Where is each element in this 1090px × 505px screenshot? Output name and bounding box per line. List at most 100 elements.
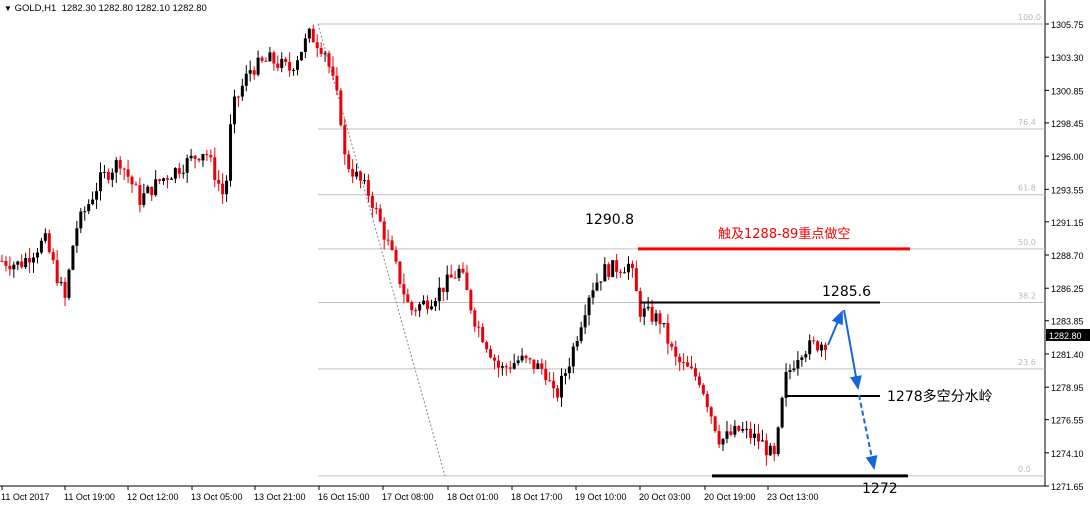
candle-body [264,60,268,62]
candle-body [288,61,292,71]
current-price-label: 1282.80 [1049,331,1082,341]
candle-body [24,258,28,268]
candle-body [512,363,516,369]
candle-body [343,125,347,155]
dashed-down-arrow [858,394,878,470]
annotation-1272: 1272 [862,481,898,497]
candle-body [201,154,205,161]
candle-body [386,239,390,241]
candle-body [20,261,24,268]
triangle-down-icon[interactable]: ▼ [4,4,12,13]
candle-body [0,260,4,262]
candle-body [299,51,303,61]
candle-body [753,433,757,438]
candle-body [118,160,122,169]
candle-body [559,375,563,398]
candle-body [654,313,658,322]
candle-body [650,306,654,322]
candle-body [725,431,729,439]
candle-body [347,154,351,170]
candle-body [114,160,118,173]
y-tick-label: 1300.85 [1051,86,1084,96]
y-tick-label: 1281.40 [1051,350,1084,360]
candle-body [362,180,366,182]
candle-body [426,300,430,310]
candle-body [106,171,110,180]
annotation-short-zone: 触及1288-89重点做空 [718,226,850,242]
candle-body [721,438,725,445]
candle-body [189,155,193,159]
x-tick-label: 11 Oct 2017 [1,492,49,502]
fib-level-label: 61.8 [1018,184,1036,193]
candle-body [150,186,154,196]
candle-body [473,310,477,327]
candle-body [705,393,709,408]
candle-body [808,340,812,355]
candle-body [437,287,441,302]
candle-body [477,326,481,328]
candle-body [209,155,213,158]
candle-body [496,360,500,368]
candle-body [95,191,99,200]
candle-body [591,290,595,298]
candle-body [764,440,768,456]
candle-body [441,287,445,292]
candle-body [457,268,461,278]
candle-body [366,180,370,196]
candle-body [59,281,63,284]
x-tick-label: 20 Oct 19:00 [704,492,756,502]
candle-body [717,431,721,445]
y-tick-label: 1283.85 [1051,317,1084,327]
candle-body [311,28,315,43]
candle-body [662,323,666,325]
candle-body [453,277,457,279]
candle-body [567,366,571,374]
candle-body [615,260,619,272]
x-tick-label: 18 Oct 17:00 [511,492,563,502]
candle-body [433,301,437,307]
candle-body [489,349,493,358]
y-tick-label: 1303.30 [1051,53,1084,63]
candle-body [292,69,296,71]
x-tick-label: 16 Oct 15:00 [318,492,370,502]
x-tick-label: 12 Oct 12:00 [127,492,179,502]
candle-body [406,294,410,303]
candle-body [102,171,106,173]
candle-body [142,193,146,205]
candle-body [197,158,201,161]
candle-body [429,306,433,310]
candle-body [595,282,599,291]
candle-body [158,179,162,181]
candle-body [701,384,705,394]
candle-body [544,368,548,381]
candle-body [232,96,236,125]
y-tick-label: 1274.10 [1051,449,1084,459]
candle-body [35,252,39,258]
annotation-high: 1290.8 [585,212,634,228]
candle-body [382,221,386,240]
y-tick-label: 1296.00 [1051,152,1084,162]
candle-body [619,271,623,273]
candle-body [449,274,453,278]
candle-body [634,268,638,292]
candles [0,24,827,466]
candle-body [768,445,772,456]
candle-body [323,53,327,55]
candle-body [741,429,745,431]
candle-body [252,70,256,75]
y-tick-label: 1305.75 [1051,20,1084,30]
fib-level-label: 76.4 [1018,118,1036,127]
candle-body [820,344,824,351]
candle-body [500,366,504,368]
candle-body [678,356,682,363]
candle-body [445,274,449,292]
candle-body [493,357,496,361]
annotation-1285: 1285.6 [822,284,871,300]
candle-body [4,261,8,266]
candle-body [823,344,827,350]
candle-body [284,58,288,62]
candle-body [394,249,398,262]
candle-body [244,73,248,86]
